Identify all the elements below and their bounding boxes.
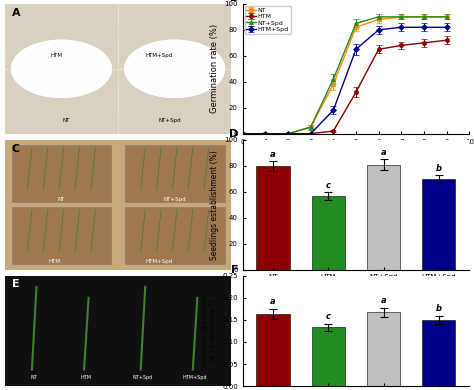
- Bar: [256, 166, 290, 269]
- X-axis label: Germination Time (d): Germination Time (d): [311, 150, 401, 159]
- Text: HTM: HTM: [51, 53, 63, 58]
- Bar: [367, 165, 400, 269]
- Text: c: c: [326, 312, 331, 321]
- Y-axis label: Germination rate (%): Germination rate (%): [210, 24, 219, 113]
- Text: a: a: [381, 296, 386, 305]
- Text: NT+Spd: NT+Spd: [164, 197, 186, 202]
- Text: NT: NT: [31, 375, 37, 380]
- Circle shape: [125, 40, 225, 98]
- Text: A: A: [11, 8, 20, 18]
- Bar: [422, 179, 456, 269]
- Legend: NT, HTM, NT+Spd, HTM+Spd: NT, HTM, NT+Spd, HTM+Spd: [245, 6, 291, 34]
- Bar: [367, 312, 400, 386]
- Bar: [422, 320, 456, 386]
- Text: E: E: [11, 279, 19, 289]
- Text: NT: NT: [58, 197, 65, 202]
- Text: HTM: HTM: [81, 375, 92, 380]
- Text: B: B: [230, 0, 238, 3]
- Circle shape: [125, 40, 225, 98]
- Text: HTM+Spd: HTM+Spd: [183, 375, 207, 380]
- Bar: [312, 196, 345, 269]
- Text: HTM+Spd: HTM+Spd: [145, 53, 173, 58]
- Text: D: D: [229, 129, 238, 138]
- Text: C: C: [11, 144, 19, 154]
- Text: b: b: [436, 164, 442, 173]
- Text: NT+Spd: NT+Spd: [159, 118, 182, 123]
- Text: a: a: [270, 150, 276, 159]
- Bar: [312, 328, 345, 386]
- Y-axis label: Seedlings establishment (%): Seedlings establishment (%): [210, 150, 219, 260]
- Text: a: a: [270, 297, 276, 306]
- Text: a: a: [381, 148, 386, 157]
- Text: NT+Spd: NT+Spd: [133, 375, 153, 380]
- Text: c: c: [326, 181, 331, 190]
- Bar: [256, 314, 290, 386]
- Y-axis label: Seedlings dry weight
(g 10 seedlings⁻¹): Seedlings dry weight (g 10 seedlings⁻¹): [202, 294, 217, 367]
- Circle shape: [11, 40, 111, 98]
- Text: HTM+Spd: HTM+Spd: [145, 259, 173, 264]
- X-axis label: Treatments: Treatments: [329, 286, 383, 295]
- Text: b: b: [436, 304, 442, 313]
- Text: F: F: [231, 265, 238, 275]
- Text: HTM: HTM: [49, 259, 61, 264]
- Circle shape: [11, 40, 111, 98]
- Text: NT: NT: [62, 118, 70, 123]
